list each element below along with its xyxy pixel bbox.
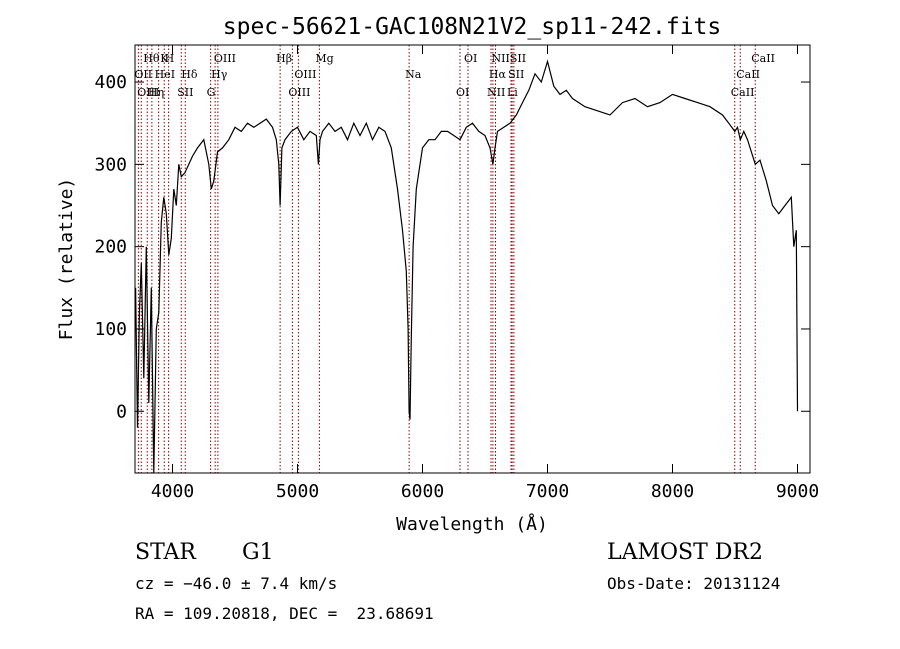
axis-ticks: 4000 5000 6000 7000 8000 9000 0 100 200 300 400 xyxy=(94,45,819,502)
spectrum-chart: spec-56621-GAC108N21V2_sp11-242.fits 400… xyxy=(56,14,819,535)
line-label-8: SII xyxy=(177,86,193,99)
x-tick-label-0: 4000 xyxy=(151,481,194,502)
y-tick-label-0: 0 xyxy=(116,401,127,422)
chart-title: spec-56621-GAC108N21V2_sp11-242.fits xyxy=(223,14,722,40)
line-label-14: OIII xyxy=(288,86,310,99)
y-axis-label: Flux (relative) xyxy=(56,178,77,341)
line-label-23: Li xyxy=(507,86,518,99)
line-label-18: OI xyxy=(464,52,477,65)
subclass: G1 xyxy=(242,540,274,565)
line-label-27: CaII xyxy=(751,52,775,65)
spectrum-line-0 xyxy=(135,59,799,473)
line-label-21: NII xyxy=(492,52,510,65)
y-tick-label-2: 200 xyxy=(94,237,127,258)
line-label-4: HeI xyxy=(155,68,175,81)
x-tick-label-1: 5000 xyxy=(276,481,319,502)
line-label-17: OI xyxy=(456,86,469,99)
line-label-5: Hη xyxy=(148,86,164,99)
line-label-11: G xyxy=(207,86,216,99)
obs-date: Obs-Date: 20131124 xyxy=(607,574,781,593)
object-class: STAR xyxy=(135,540,196,565)
y-tick-label-3: 300 xyxy=(94,154,127,175)
line-label-2: OIII xyxy=(137,86,159,99)
line-label-9: OIII xyxy=(214,52,236,65)
line-label-13: OIII xyxy=(294,68,316,81)
redshift-text: cz = −46.0 ± 7.4 km/s xyxy=(135,574,338,593)
line-label-6: H xyxy=(165,52,175,65)
x-tick-label-2: 6000 xyxy=(401,481,444,502)
x-tick-label-5: 9000 xyxy=(776,481,819,502)
line-label-19: Hα xyxy=(489,68,507,81)
plot-frame xyxy=(134,44,811,474)
line-label-3: K xyxy=(160,52,169,65)
line-label-22: SII xyxy=(508,68,524,81)
line-label-1: OII xyxy=(134,68,152,81)
line-label-16: Na xyxy=(405,68,422,81)
line-label-7: Hδ xyxy=(181,68,198,81)
x-tick-label-3: 7000 xyxy=(526,481,569,502)
line-label-12: Hβ xyxy=(276,52,292,65)
y-tick-label-1: 100 xyxy=(94,319,127,340)
line-label-0: Hθ xyxy=(143,52,160,65)
line-label-25: CaII xyxy=(736,68,760,81)
line-label-15: Mg xyxy=(315,52,333,65)
line-label-24: SII xyxy=(510,52,526,65)
coordinates: RA = 109.20818, DEC = 23.68691 xyxy=(135,604,434,623)
line-label-10: Hγ xyxy=(211,68,228,81)
x-tick-label-4: 8000 xyxy=(651,481,694,502)
line-label-26: CaII xyxy=(731,86,755,99)
x-axis-label: Wavelength (Å) xyxy=(396,513,548,535)
line-label-20: NII xyxy=(487,86,505,99)
survey-name: LAMOST DR2 xyxy=(607,540,763,565)
y-tick-label-4: 400 xyxy=(94,72,127,93)
